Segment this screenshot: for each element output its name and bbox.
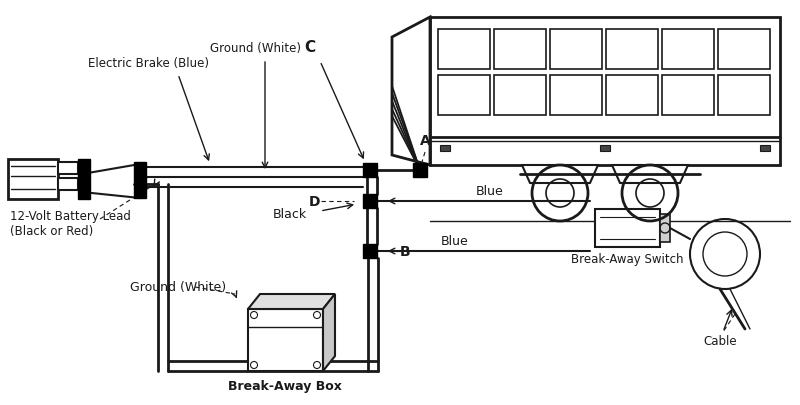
Text: A: A xyxy=(420,134,430,148)
Bar xyxy=(363,164,377,177)
Text: Electric Brake (Blue): Electric Brake (Blue) xyxy=(87,57,209,70)
Text: D: D xyxy=(309,194,320,209)
Bar xyxy=(438,76,490,116)
Bar xyxy=(550,76,602,116)
Bar xyxy=(8,160,58,200)
Text: Black: Black xyxy=(273,208,307,221)
Text: Blue: Blue xyxy=(476,185,504,198)
Bar xyxy=(606,76,658,116)
Bar xyxy=(248,309,323,371)
Bar xyxy=(718,76,770,116)
Bar xyxy=(494,76,546,116)
Bar xyxy=(660,215,670,243)
Bar xyxy=(58,179,78,190)
Polygon shape xyxy=(392,18,430,166)
Bar xyxy=(413,164,427,177)
Polygon shape xyxy=(248,294,335,309)
Text: Break-Away Switch: Break-Away Switch xyxy=(570,252,683,265)
Text: 12-Volt Battery Lead
(Black or Red): 12-Volt Battery Lead (Black or Red) xyxy=(10,209,131,237)
Bar xyxy=(363,244,377,258)
Bar xyxy=(760,146,770,151)
Bar xyxy=(718,30,770,70)
Bar xyxy=(595,209,660,247)
Bar xyxy=(134,162,146,198)
Bar xyxy=(78,160,90,200)
Polygon shape xyxy=(323,294,335,371)
Bar xyxy=(494,30,546,70)
Bar xyxy=(363,194,377,209)
Polygon shape xyxy=(612,166,688,183)
Text: B: B xyxy=(400,244,410,258)
Bar xyxy=(550,30,602,70)
Text: Ground (White): Ground (White) xyxy=(210,42,301,55)
Bar xyxy=(430,18,780,166)
Bar xyxy=(662,76,714,116)
Bar xyxy=(606,30,658,70)
Bar xyxy=(58,162,78,175)
Bar xyxy=(662,30,714,70)
Bar xyxy=(440,146,450,151)
Text: C: C xyxy=(305,40,315,55)
Bar xyxy=(600,146,610,151)
Polygon shape xyxy=(522,166,598,183)
Text: Blue: Blue xyxy=(441,234,469,247)
Polygon shape xyxy=(82,164,140,198)
Bar xyxy=(438,30,490,70)
Text: Ground (White): Ground (White) xyxy=(130,281,226,294)
Text: Break-Away Box: Break-Away Box xyxy=(228,379,342,392)
Text: Cable: Cable xyxy=(703,334,737,347)
